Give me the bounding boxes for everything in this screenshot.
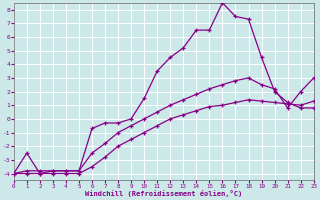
X-axis label: Windchill (Refroidissement éolien,°C): Windchill (Refroidissement éolien,°C) bbox=[85, 190, 242, 197]
